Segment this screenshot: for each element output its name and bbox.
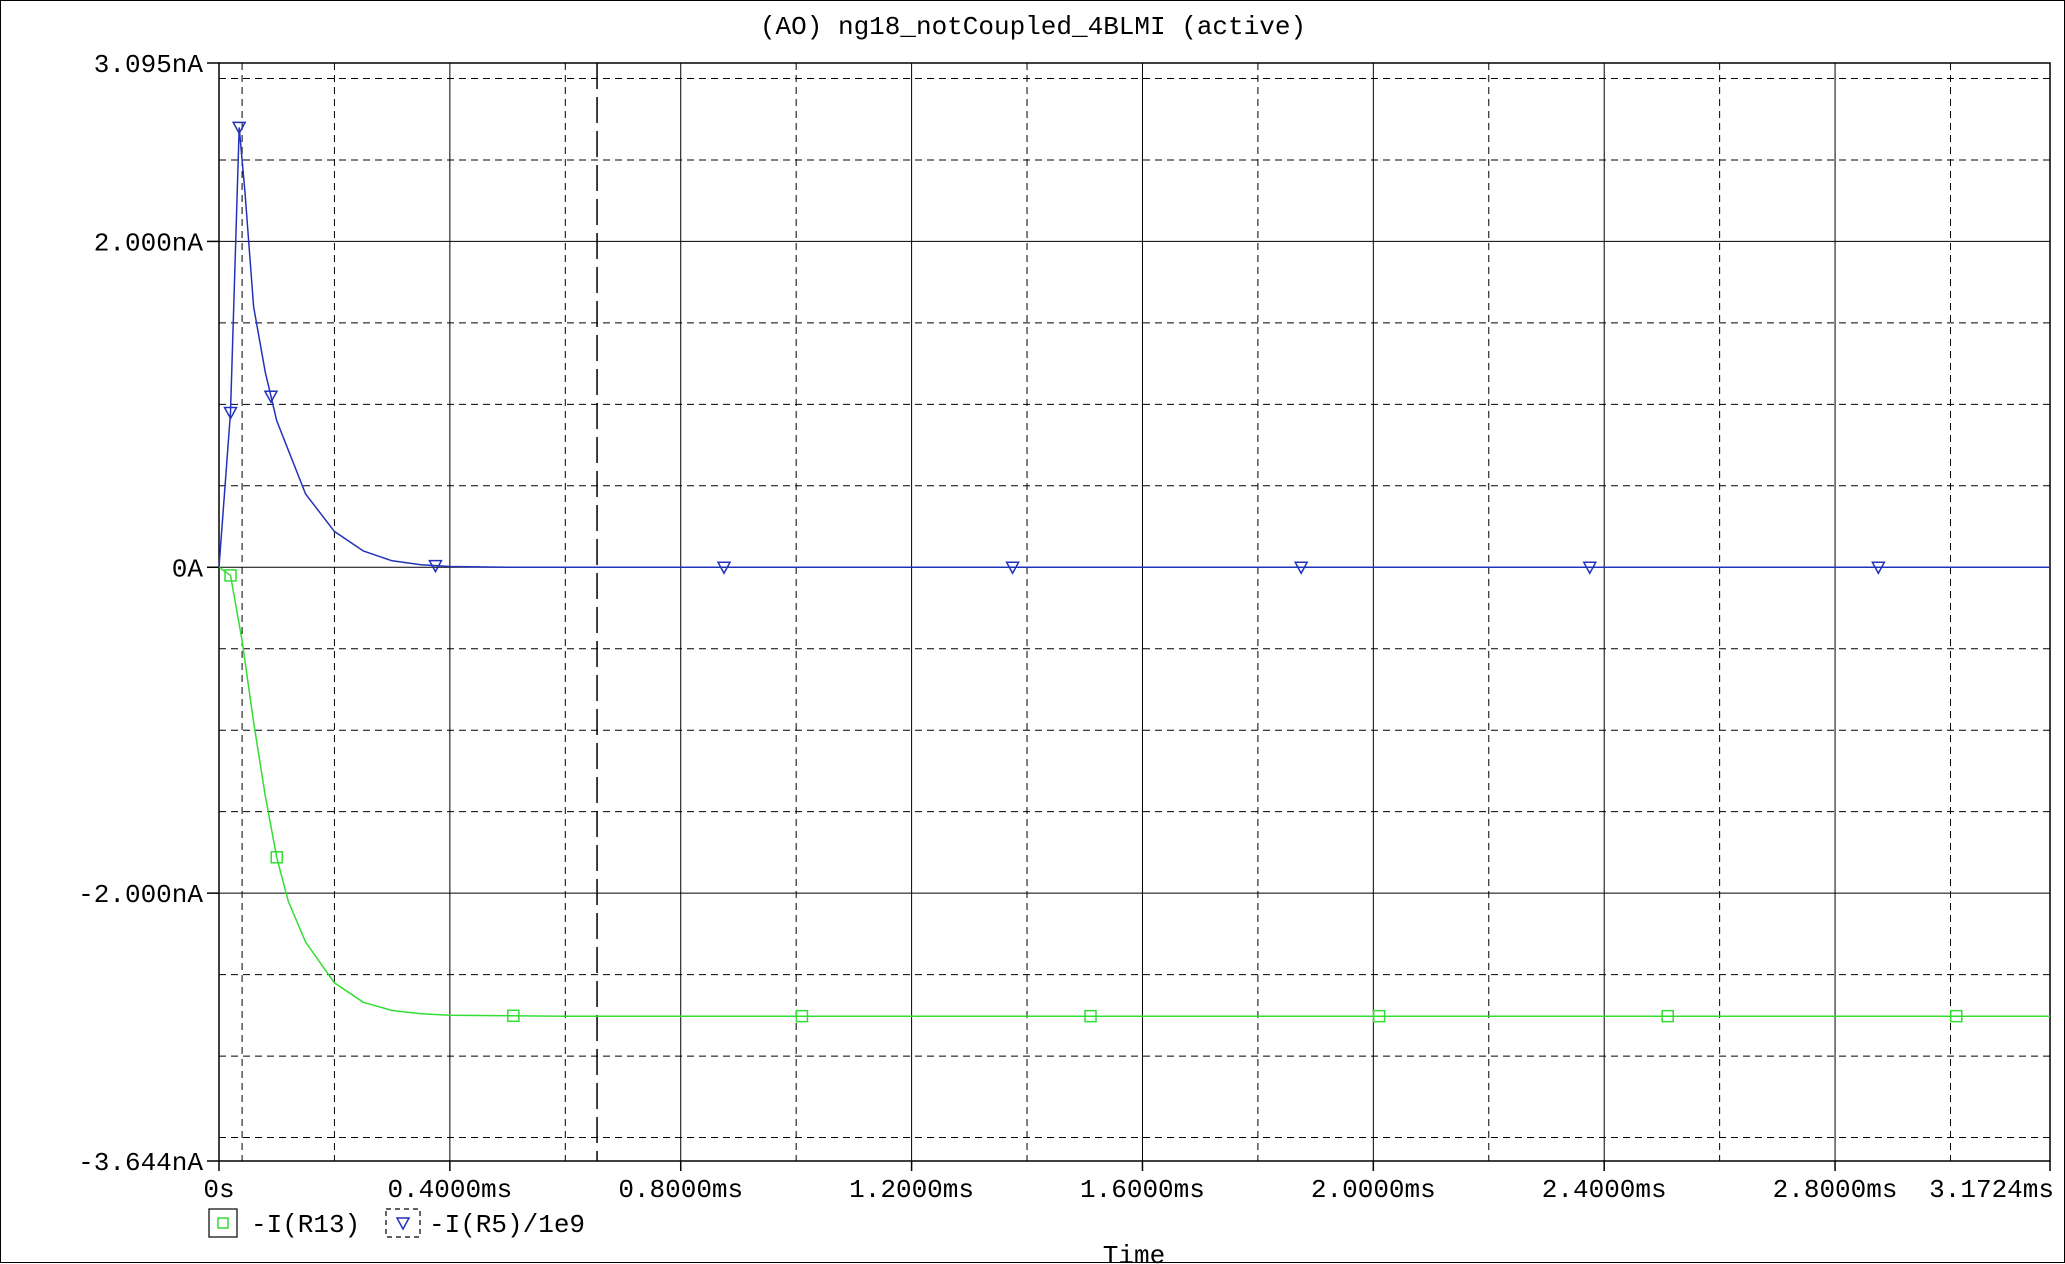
legend-marker-square [217, 1217, 229, 1229]
series-marker-square [1372, 1009, 1386, 1023]
legend-marker-triangle [395, 1217, 411, 1231]
plot-border [218, 62, 2051, 1162]
legend-label-1: -I(R13) [251, 1210, 360, 1240]
series-layer [218, 121, 2050, 1023]
y-tick-label: -2.000nA [78, 880, 203, 910]
x-axis: 0s 0.4000ms 0.8000ms 1.2000ms 1.6000ms 2.0000… [203, 1161, 2054, 1205]
series-marker-square [795, 1009, 809, 1023]
x-tick-label: 2.4000ms [1542, 1175, 1667, 1205]
x-tick-label: 3.1724ms [1929, 1175, 2054, 1205]
x-tick-label: 0s [203, 1175, 234, 1205]
series-marker-triangle [1582, 561, 1598, 575]
series-marker-square [270, 851, 283, 864]
series-marker-triangle [1871, 561, 1886, 575]
y-tick-label: 2.000nA [94, 228, 204, 258]
grid [218, 62, 2051, 1162]
legend-box [208, 1208, 238, 1238]
series-marker-triangle [263, 390, 279, 404]
legend-box-dashed [385, 1208, 421, 1238]
series-line-1 [218, 566, 2050, 1017]
y-tick-label: -3.644nA [78, 1148, 203, 1178]
series-marker-triangle [716, 561, 732, 575]
series-marker-triangle [223, 406, 238, 421]
x-tick-label: 2.8000ms [1773, 1175, 1898, 1205]
x-tick-label: 2.0000ms [1311, 1175, 1436, 1205]
y-tick-label: 3.095nA [94, 50, 204, 80]
series-marker-square [1661, 1009, 1674, 1023]
x-tick-label: 0.8000ms [618, 1175, 743, 1205]
series-marker-triangle [231, 121, 247, 135]
x-tick-label: 1.6000ms [1080, 1175, 1205, 1205]
x-tick-label: 0.4000ms [387, 1175, 512, 1205]
series-marker-square [1950, 1009, 1963, 1023]
series-line-2 [218, 127, 2050, 569]
chart-title: (AO) ng18_notCoupled_4BLMI (active) [760, 12, 1306, 42]
x-axis-label: Time [1103, 1241, 1165, 1264]
series-marker-triangle [428, 559, 443, 574]
x-tick-label: 1.2000ms [849, 1175, 974, 1205]
y-tick-label: 0A [172, 554, 204, 584]
series-marker-triangle [1005, 561, 1020, 575]
series-marker-triangle [1293, 561, 1309, 575]
series-marker-square [507, 1009, 520, 1023]
series-marker-square [224, 569, 237, 582]
series-marker-square [1084, 1009, 1097, 1023]
legend: -I(R13) -I(R5)/1e9 [208, 1208, 585, 1240]
legend-label-2: -I(R5)/1e9 [429, 1210, 585, 1240]
y-axis: 3.095nA 2.000nA 0A -2.000nA -3.644nA [78, 50, 219, 1178]
